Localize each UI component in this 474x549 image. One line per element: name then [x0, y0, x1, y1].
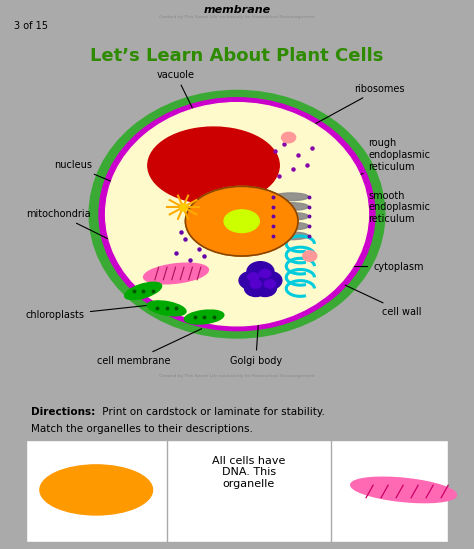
Ellipse shape — [273, 212, 309, 220]
Text: smooth
endoplasmic
reticulum: smooth endoplasmic reticulum — [317, 191, 430, 238]
Ellipse shape — [125, 282, 162, 300]
Text: cell wall: cell wall — [345, 285, 422, 317]
Ellipse shape — [185, 186, 298, 256]
Ellipse shape — [147, 301, 186, 316]
Ellipse shape — [184, 310, 224, 324]
Text: nucleus: nucleus — [54, 160, 188, 213]
Ellipse shape — [273, 232, 309, 240]
Circle shape — [258, 272, 282, 289]
Ellipse shape — [89, 91, 385, 338]
Text: Let’s Learn About Plant Cells: Let’s Learn About Plant Cells — [91, 47, 383, 65]
Circle shape — [250, 280, 261, 288]
Text: 3 of 15: 3 of 15 — [14, 21, 48, 31]
Ellipse shape — [224, 210, 259, 233]
Ellipse shape — [273, 222, 309, 230]
Ellipse shape — [106, 103, 368, 326]
Ellipse shape — [148, 127, 279, 204]
Circle shape — [282, 132, 296, 143]
Text: Created by This Sweet Life exclusively for Homeschool Encouragement: Created by This Sweet Life exclusively f… — [159, 15, 315, 19]
Ellipse shape — [40, 465, 153, 515]
Circle shape — [260, 270, 271, 278]
Ellipse shape — [273, 193, 309, 200]
Circle shape — [264, 280, 275, 288]
Text: membrane: membrane — [203, 4, 271, 15]
Circle shape — [245, 280, 267, 296]
Text: cytoplasm: cytoplasm — [329, 261, 424, 272]
Circle shape — [254, 280, 276, 296]
Text: ribosomes: ribosomes — [296, 83, 405, 135]
Text: mitochondria: mitochondria — [26, 209, 155, 262]
Text: vacuole: vacuole — [157, 70, 201, 125]
Ellipse shape — [144, 263, 209, 284]
Ellipse shape — [273, 203, 309, 210]
Circle shape — [303, 251, 317, 261]
Text: chloroplasts: chloroplasts — [26, 305, 150, 320]
Text: Directions:: Directions: — [30, 407, 95, 417]
Text: Print on cardstock or laminate for stability.: Print on cardstock or laminate for stabi… — [99, 407, 324, 417]
Circle shape — [239, 272, 263, 289]
Text: Golgi body: Golgi body — [230, 295, 282, 366]
Circle shape — [248, 273, 259, 281]
FancyBboxPatch shape — [26, 440, 448, 541]
Circle shape — [247, 262, 274, 282]
Ellipse shape — [99, 98, 375, 330]
Text: rough
endoplasmic
reticulum: rough endoplasmic reticulum — [312, 138, 430, 199]
Text: All cells have
DNA. This
organelle: All cells have DNA. This organelle — [212, 456, 285, 489]
Text: Created by This Sweet Life exclusively for Homeschool Encouragement: Created by This Sweet Life exclusively f… — [159, 374, 315, 378]
Text: Match the organelles to their descriptions.: Match the organelles to their descriptio… — [30, 424, 252, 434]
Ellipse shape — [351, 477, 456, 503]
Text: cell membrane: cell membrane — [97, 329, 201, 366]
